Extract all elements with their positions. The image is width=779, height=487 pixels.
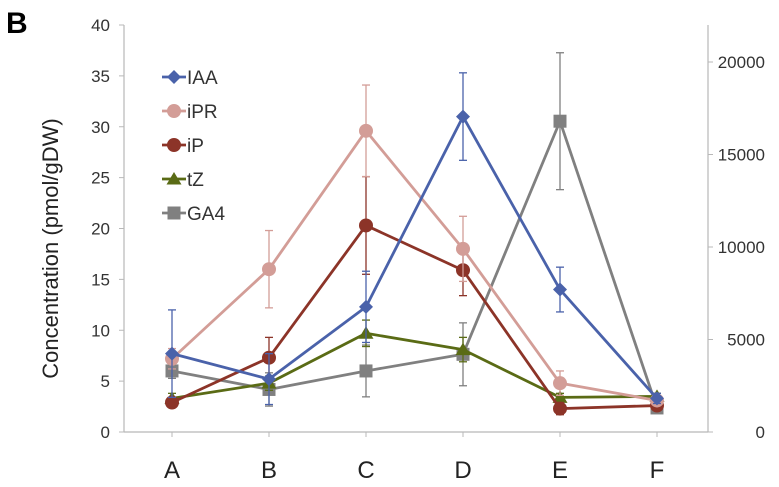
legend-label-ga4: GA4 <box>187 204 225 225</box>
y2-tick-label: 0 <box>756 423 765 442</box>
legend-marker-iaa <box>167 70 181 84</box>
legend-marker-ga4 <box>167 206 181 220</box>
legend-marker-ip <box>167 138 181 152</box>
y-tick-label: 20 <box>91 220 110 239</box>
legend-label-ipr: iPR <box>187 102 218 123</box>
x-tick-label: A <box>164 457 180 484</box>
series-ga4 <box>165 52 664 415</box>
y-axis-title: Concentration (pmol/gDW) <box>38 118 63 378</box>
data-point-ipr <box>553 376 567 391</box>
legend-item-ga4: GA4 <box>162 204 225 225</box>
y-tick-label: 15 <box>91 270 110 289</box>
y-tick-label: 35 <box>91 67 110 86</box>
legend: IAA iPR iP tZ GA4 <box>162 68 225 225</box>
y2-tick-label: 5000 <box>727 331 765 350</box>
legend-label-iaa: IAA <box>187 68 218 89</box>
legend-marker-ipr <box>167 104 181 118</box>
legend-label-ip: iP <box>187 136 204 157</box>
x-tick-label: C <box>357 457 374 484</box>
data-point-ipr <box>456 241 470 256</box>
x-tick-label: E <box>552 457 568 484</box>
data-point-ga4 <box>553 114 567 128</box>
x-tick-label: B <box>261 457 277 484</box>
data-point-iaa <box>359 299 373 314</box>
y-tick-label: 5 <box>101 372 110 391</box>
legend-item-ip: iP <box>162 136 204 157</box>
y-tick-label: 25 <box>91 169 110 188</box>
y-tick-label: 10 <box>91 321 110 340</box>
data-point-ga4 <box>359 364 373 378</box>
legend-item-iaa: IAA <box>162 68 218 89</box>
y-tick-label: 0 <box>101 423 110 442</box>
y-tick-label: 40 <box>91 16 110 35</box>
y-axis-title-group: Concentration (pmol/gDW) <box>38 118 63 378</box>
series-line-tz <box>171 331 658 400</box>
data-point-ip <box>165 395 179 410</box>
series-line-iaa <box>171 115 659 400</box>
y2-tick-label: 15000 <box>718 146 765 165</box>
legend-item-ipr: iPR <box>162 102 218 123</box>
series-ipr <box>165 84 664 408</box>
legend-item-tz: tZ <box>162 170 204 191</box>
data-point-iaa <box>262 372 276 387</box>
data-point-tz <box>552 390 568 403</box>
y2-tick-label: 10000 <box>718 238 765 257</box>
x-tick-label: D <box>454 457 471 484</box>
legend-label-tz: tZ <box>187 170 204 191</box>
series-line-ipr <box>171 129 658 402</box>
plot-area <box>164 52 665 416</box>
data-point-iaa <box>553 282 567 297</box>
data-point-iaa <box>456 109 470 124</box>
series-iaa <box>165 72 664 406</box>
data-point-iaa <box>165 346 179 361</box>
data-point-ipr <box>359 123 373 138</box>
x-tick-label: F <box>650 457 665 484</box>
axes: 0 5 10 15 20 25 30 35 40 0 5000 10000 15000 20000 A B C D… <box>91 16 765 484</box>
data-point-ipr <box>262 262 276 277</box>
panel-label: B <box>6 7 28 40</box>
data-point-ip <box>359 218 373 233</box>
series-line-ga4 <box>171 119 659 409</box>
series-line-ip <box>171 224 658 410</box>
data-point-ip <box>553 401 567 416</box>
data-point-iaa <box>650 391 664 406</box>
y-tick-label: 30 <box>91 118 110 137</box>
legend-marker-tz <box>166 172 182 185</box>
y2-tick-label: 20000 <box>718 53 765 72</box>
data-point-tz <box>455 342 471 356</box>
